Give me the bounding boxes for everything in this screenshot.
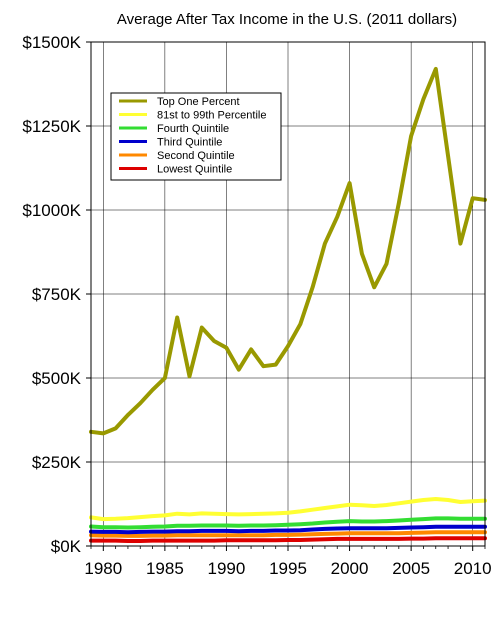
series-line-fourth-quintile	[89, 516, 487, 530]
x-tick-label: 2010	[454, 559, 492, 578]
y-tick-label: $750K	[32, 285, 82, 304]
legend-label: Lowest Quintile	[157, 164, 232, 176]
series-line-third-quintile	[89, 524, 487, 535]
y-tick-label: $0K	[51, 537, 82, 556]
legend-label: Top One Percent	[157, 96, 240, 108]
series-lines	[89, 66, 487, 543]
legend-label: Third Quintile	[157, 137, 222, 149]
series-line-second-quintile	[89, 530, 487, 538]
y-tick-label: $250K	[32, 453, 82, 472]
y-tick-label: $1500K	[22, 33, 81, 52]
axis-ticks: 1980 1985 1990 1995 2000 2005 2010 $0K $250K $500…	[22, 33, 491, 578]
legend-label: 81st to 99th Percentile	[157, 110, 266, 122]
y-tick-label: $1250K	[22, 117, 81, 136]
x-tick-label: 1985	[146, 559, 184, 578]
series-line-lowest-quintile	[89, 536, 487, 543]
legend: Top One Percent 81st to 99th PercentileFo…	[110, 92, 282, 181]
x-tick-label: 1980	[84, 559, 122, 578]
series-line-81st-to-99th-percentile	[89, 497, 487, 522]
x-tick-label: 1990	[208, 559, 246, 578]
y-tick-label: $500K	[32, 369, 82, 388]
x-tick-label: 1995	[269, 559, 307, 578]
legend-label: Fourth Quintile	[157, 123, 229, 135]
y-tick-label: $1000K	[22, 201, 81, 220]
x-tick-label: 2000	[331, 559, 369, 578]
x-tick-label: 2005	[392, 559, 430, 578]
legend-box	[110, 92, 282, 181]
series-line-top-one-percent	[89, 66, 487, 436]
chart-title: Average After Tax Income in the U.S. (20…	[117, 11, 457, 28]
legend-label: Second Quintile	[157, 150, 235, 162]
